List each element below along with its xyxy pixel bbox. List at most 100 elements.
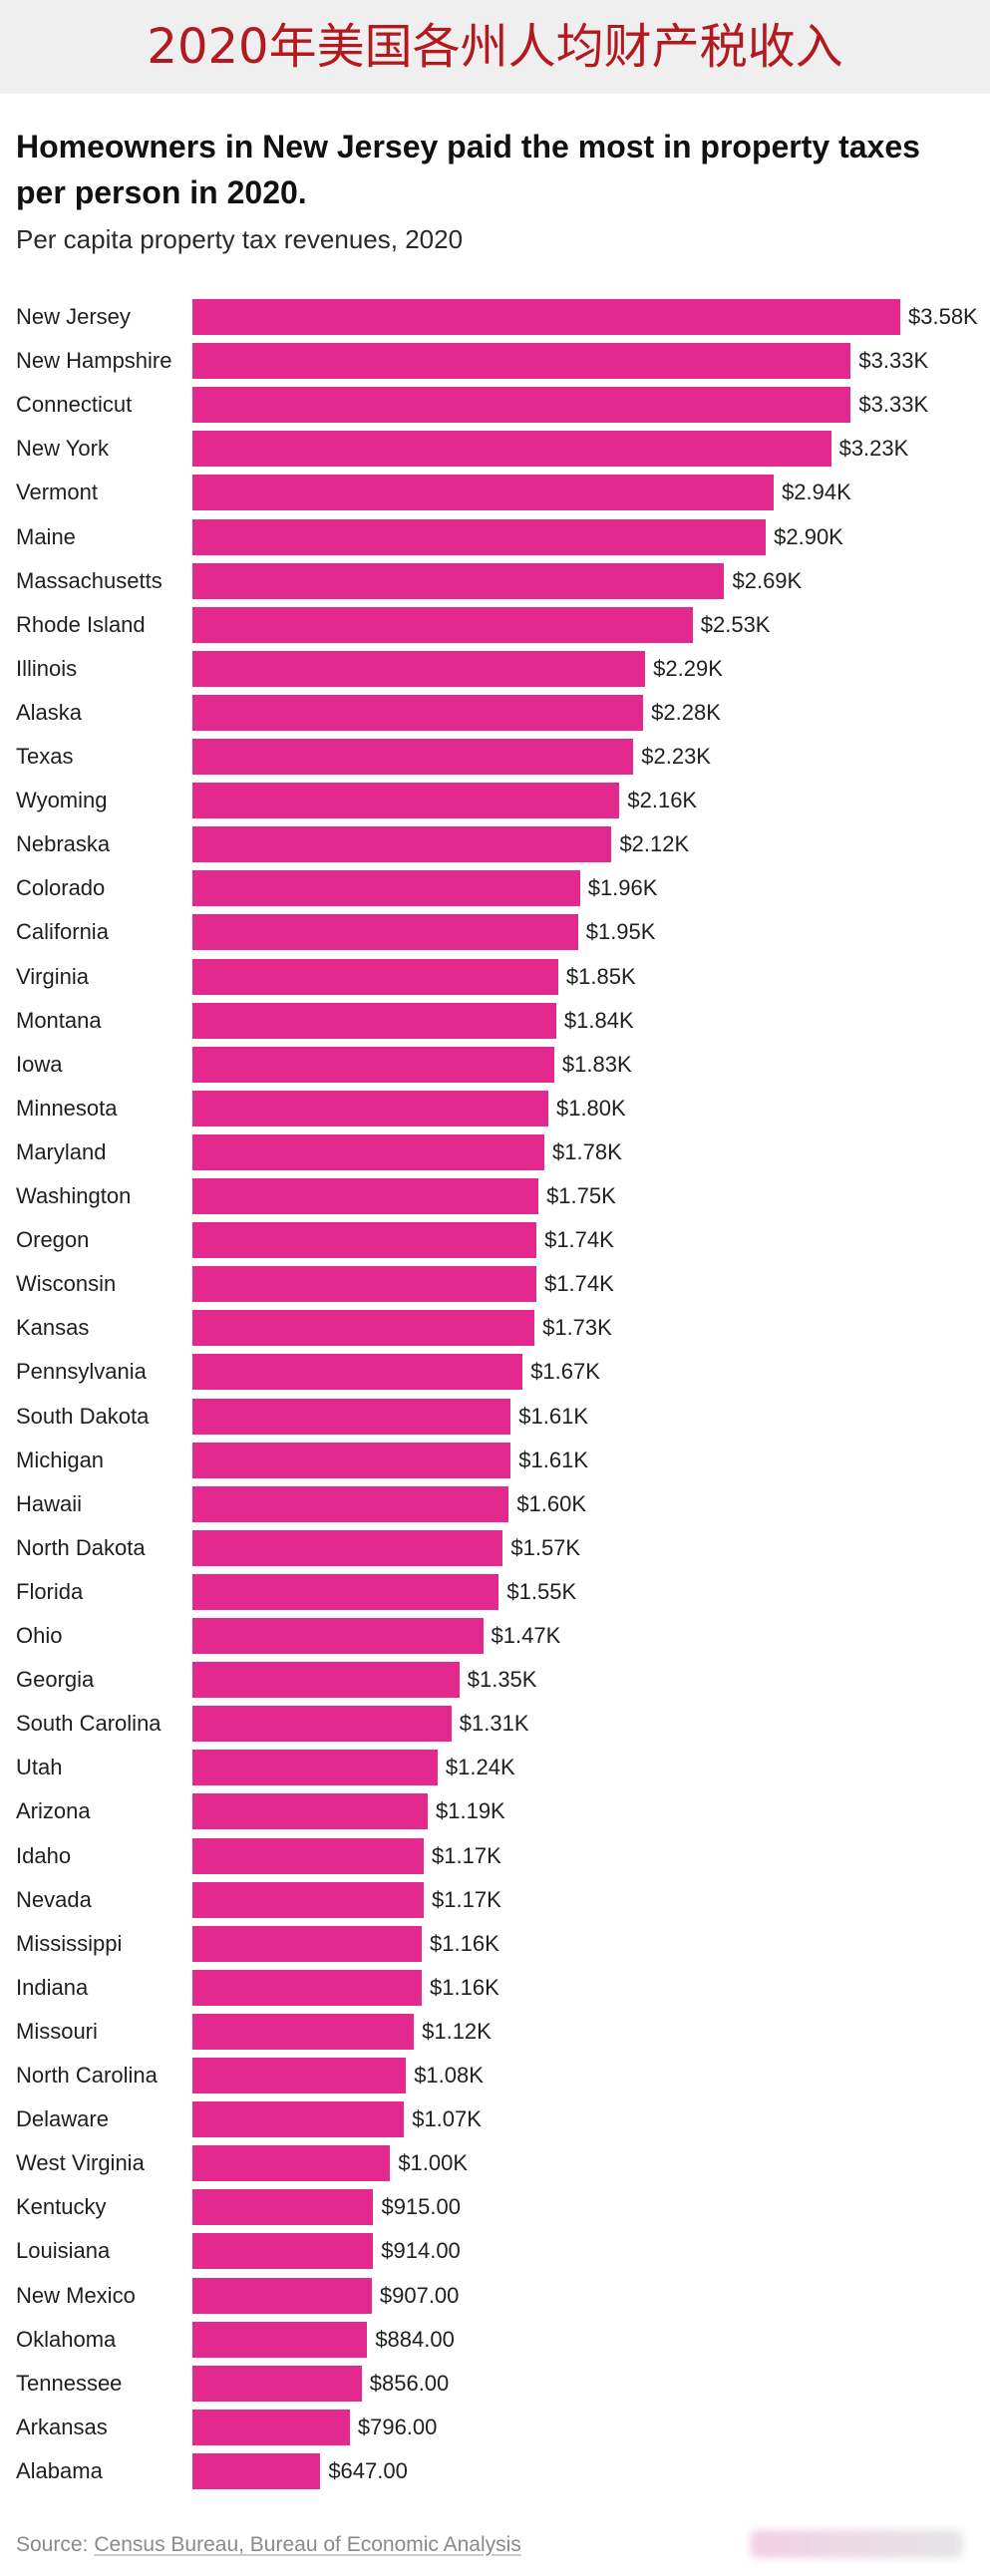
bar-michigan xyxy=(192,1442,511,1478)
data-label: $1.57K xyxy=(510,1534,581,1560)
data-label: $907.00 xyxy=(379,2282,460,2308)
data-label: $2.94K xyxy=(782,480,851,505)
category-label: Missouri xyxy=(16,2018,98,2044)
header-banner: 2020年美国各州人均财产税收入 xyxy=(0,0,990,94)
bar-montana xyxy=(192,1002,556,1039)
category-label: Mississippi xyxy=(16,1930,123,1956)
bar-new-jersey xyxy=(192,299,900,335)
chart-row-pennsylvania: Pennsylvania $1.67K xyxy=(0,1350,990,1394)
category-label: Connecticut xyxy=(16,392,133,418)
data-label: $1.74K xyxy=(544,1227,614,1253)
watermark xyxy=(750,2530,963,2558)
bar-mississippi xyxy=(192,1925,423,1962)
data-label: $3.33K xyxy=(858,392,929,418)
category-label: North Carolina xyxy=(16,2063,158,2088)
data-label: $1.55K xyxy=(506,1578,577,1604)
bar-california xyxy=(192,914,578,951)
chart-row-tennessee: Tennessee $856.00 xyxy=(0,2362,990,2406)
bar-louisiana xyxy=(192,2233,374,2270)
bar-north-dakota xyxy=(192,1529,503,1566)
source-link[interactable]: Census Bureau, Bureau of Economic Analys… xyxy=(94,2533,521,2556)
data-label: $2.90K xyxy=(774,523,843,549)
category-label: Maine xyxy=(16,523,76,549)
data-label: $1.74K xyxy=(544,1271,614,1297)
chart-row-west-virginia: West Virginia $1.00K xyxy=(0,2141,990,2185)
data-label: $1.95K xyxy=(585,919,656,945)
data-label: $884.00 xyxy=(375,2326,455,2352)
bar-virginia xyxy=(192,958,558,995)
chart-row-kentucky: Kentucky $915.00 xyxy=(0,2185,990,2229)
chart-row-indiana: Indiana $1.16K xyxy=(0,1966,990,2010)
category-label: Alaska xyxy=(16,699,83,725)
bar-new-mexico xyxy=(192,2277,372,2314)
bar-texas xyxy=(192,739,634,775)
bar-nevada xyxy=(192,1881,425,1918)
data-label: $1.31K xyxy=(459,1711,529,1737)
data-label: $2.16K xyxy=(627,788,698,813)
bar-indiana xyxy=(192,1969,423,2006)
data-label: $1.08K xyxy=(414,2063,484,2088)
bar-pennsylvania xyxy=(192,1354,523,1391)
chart-row-arizona: Arizona $1.19K xyxy=(0,1789,990,1833)
bar-missouri xyxy=(192,2013,415,2050)
bar-minnesota xyxy=(192,1090,548,1127)
chart-row-montana: Montana $1.84K xyxy=(0,999,990,1043)
category-label: Oklahoma xyxy=(16,2326,117,2352)
data-label: $2.28K xyxy=(651,699,721,725)
chart-title: Homeowners in New Jersey paid the most i… xyxy=(16,129,920,210)
category-label: Arizona xyxy=(16,1798,91,1824)
chart-row-wyoming: Wyoming $2.16K xyxy=(0,779,990,822)
category-label: Massachusetts xyxy=(16,567,163,593)
category-label: Wisconsin xyxy=(16,1271,117,1297)
bar-ohio xyxy=(192,1618,484,1654)
category-label: Vermont xyxy=(16,480,98,505)
category-label: Rhode Island xyxy=(16,611,146,637)
bar-connecticut xyxy=(192,387,851,424)
source-note: Source: Census Bureau, Bureau of Economic… xyxy=(16,2532,521,2558)
banner-title: 2020年美国各州人均财产税收入 xyxy=(147,19,843,75)
bar-maine xyxy=(192,518,767,555)
category-label: Pennsylvania xyxy=(16,1359,147,1385)
data-label: $1.07K xyxy=(412,2106,482,2132)
category-label: Washington xyxy=(16,1183,132,1208)
chart-row-massachusetts: Massachusetts $2.69K xyxy=(0,559,990,603)
chart-row-iowa: Iowa $1.83K xyxy=(0,1043,990,1087)
bar-florida xyxy=(192,1573,499,1610)
chart-row-maine: Maine $2.90K xyxy=(0,515,990,559)
chart-row-north-dakota: North Dakota $1.57K xyxy=(0,1526,990,1570)
bar-new-hampshire xyxy=(192,343,851,380)
category-label: Kansas xyxy=(16,1315,90,1341)
bar-georgia xyxy=(192,1662,460,1699)
chart-row-missouri: Missouri $1.12K xyxy=(0,2010,990,2054)
category-label: Louisiana xyxy=(16,2238,111,2264)
bar-new-york xyxy=(192,431,831,468)
bar-south-dakota xyxy=(192,1398,511,1435)
data-label: $914.00 xyxy=(381,2238,461,2264)
data-label: $2.23K xyxy=(641,744,711,769)
category-label: Michigan xyxy=(16,1447,105,1472)
chart-row-alaska: Alaska $2.28K xyxy=(0,691,990,735)
category-label: West Virginia xyxy=(16,2150,145,2176)
bar-delaware xyxy=(192,2101,405,2138)
bar-colorado xyxy=(192,870,580,907)
bar-kentucky xyxy=(192,2189,374,2226)
chart-row-oregon: Oregon $1.74K xyxy=(0,1218,990,1262)
data-label: $2.69K xyxy=(732,567,803,593)
bar-massachusetts xyxy=(192,562,725,599)
bar-oregon xyxy=(192,1222,537,1259)
category-label: Oregon xyxy=(16,1227,90,1253)
chart-row-nevada: Nevada $1.17K xyxy=(0,1878,990,1922)
data-label: $1.67K xyxy=(530,1359,600,1385)
bar-tennessee xyxy=(192,2365,362,2402)
chart-row-rhode-island: Rhode Island $2.53K xyxy=(0,603,990,647)
data-label: $3.58K xyxy=(908,304,978,329)
category-label: Colorado xyxy=(16,875,106,901)
chart-row-south-carolina: South Carolina $1.31K xyxy=(0,1702,990,1746)
data-label: $1.47K xyxy=(491,1623,561,1648)
bar-idaho xyxy=(192,1837,425,1874)
data-label: $1.84K xyxy=(563,1007,634,1033)
chart-row-delaware: Delaware $1.07K xyxy=(0,2097,990,2141)
category-label: New Mexico xyxy=(16,2282,136,2308)
chart-row-wisconsin: Wisconsin $1.74K xyxy=(0,1262,990,1306)
data-label: $796.00 xyxy=(357,2414,438,2439)
